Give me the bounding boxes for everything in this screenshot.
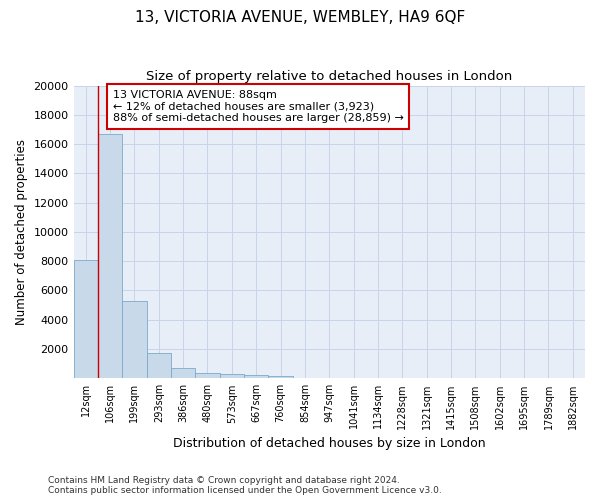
Bar — [98, 134, 122, 378]
Bar — [196, 372, 220, 378]
Bar — [171, 368, 196, 378]
Text: Contains HM Land Registry data © Crown copyright and database right 2024.
Contai: Contains HM Land Registry data © Crown c… — [48, 476, 442, 495]
X-axis label: Distribution of detached houses by size in London: Distribution of detached houses by size … — [173, 437, 485, 450]
Bar — [220, 374, 244, 378]
Text: 13, VICTORIA AVENUE, WEMBLEY, HA9 6QF: 13, VICTORIA AVENUE, WEMBLEY, HA9 6QF — [135, 10, 465, 25]
Bar — [146, 352, 171, 378]
Bar — [74, 260, 98, 378]
Y-axis label: Number of detached properties: Number of detached properties — [15, 139, 28, 325]
Title: Size of property relative to detached houses in London: Size of property relative to detached ho… — [146, 70, 512, 83]
Bar — [268, 376, 293, 378]
Bar — [122, 300, 146, 378]
Bar — [244, 376, 268, 378]
Text: 13 VICTORIA AVENUE: 88sqm
← 12% of detached houses are smaller (3,923)
88% of se: 13 VICTORIA AVENUE: 88sqm ← 12% of detac… — [113, 90, 403, 123]
